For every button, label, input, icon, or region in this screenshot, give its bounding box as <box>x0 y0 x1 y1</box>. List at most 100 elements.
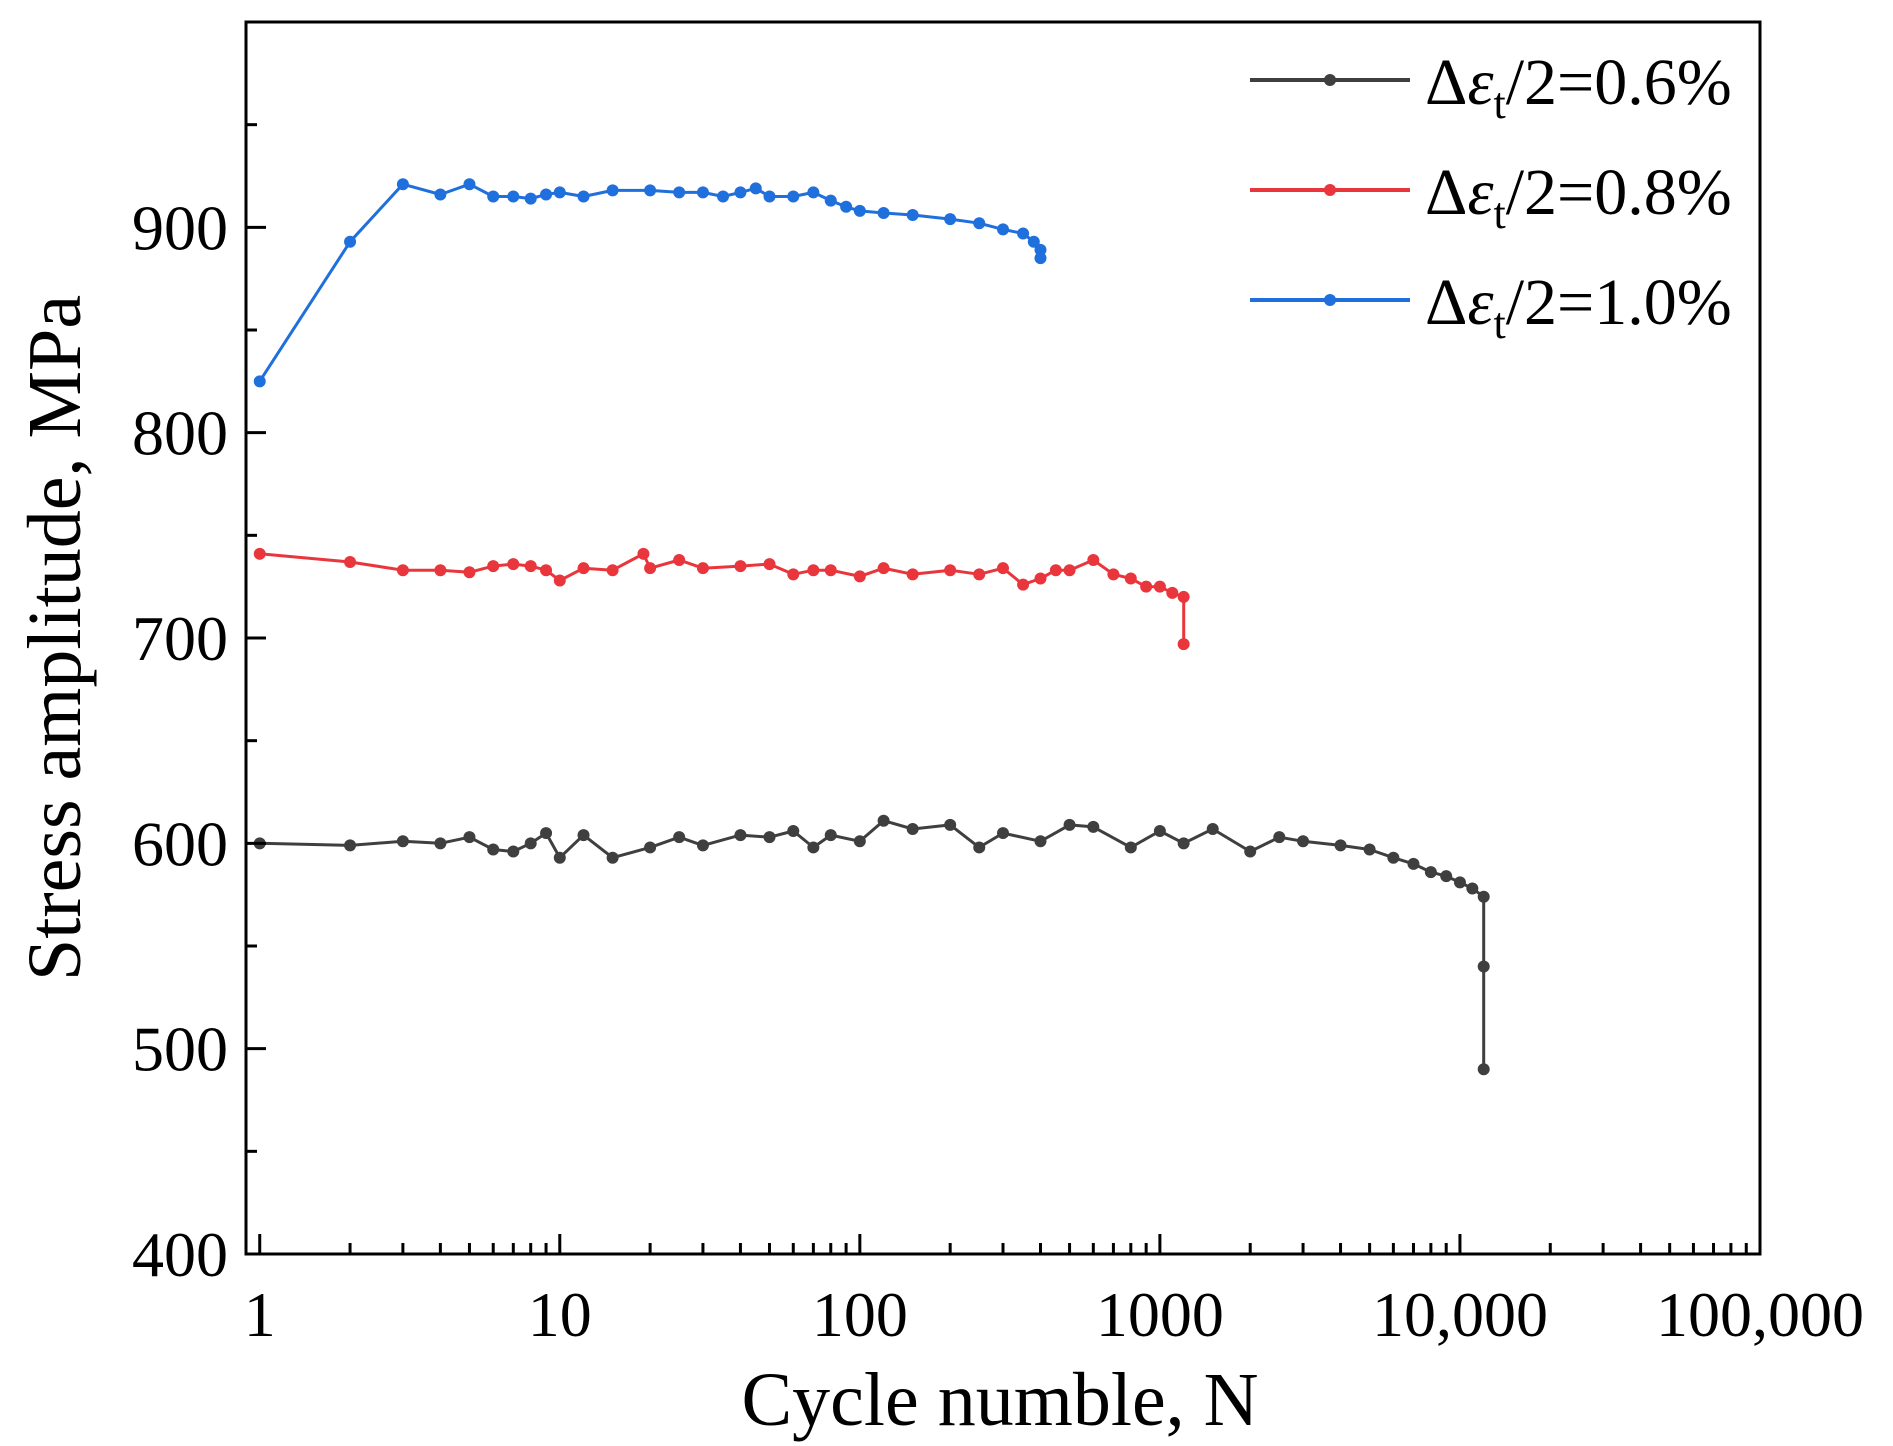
data-point <box>1017 578 1030 591</box>
data-point <box>1034 243 1047 256</box>
data-point <box>577 829 590 842</box>
legend-entry: Δεt/2=0.6% <box>1250 46 1732 128</box>
data-point <box>763 190 776 203</box>
legend: Δεt/2=0.6%Δεt/2=0.8%Δεt/2=1.0% <box>1250 46 1732 348</box>
data-point <box>524 560 537 573</box>
data-point <box>553 186 566 199</box>
data-point <box>807 564 820 577</box>
data-point <box>644 562 657 575</box>
data-point <box>673 186 686 199</box>
legend-suffix: /2=1.0% <box>1506 266 1732 339</box>
data-point <box>1124 572 1137 585</box>
series-line <box>258 182 1042 383</box>
data-point <box>853 204 866 217</box>
legend-epsilon: ε <box>1467 46 1493 119</box>
data-point <box>1477 960 1490 973</box>
data-point <box>507 845 520 858</box>
data-point <box>973 841 986 854</box>
data-point <box>807 841 820 854</box>
data-point <box>577 190 590 203</box>
data-point <box>696 839 709 852</box>
data-point <box>487 843 500 856</box>
data-point <box>1387 851 1400 864</box>
data-point <box>253 375 266 388</box>
data-point <box>396 178 409 191</box>
legend-delta: Δ <box>1425 46 1467 119</box>
x-tick-label: 1 <box>244 1279 276 1350</box>
data-point <box>1140 580 1153 593</box>
legend-delta: Δ <box>1425 266 1467 339</box>
data-layer <box>253 178 1490 1076</box>
data-point <box>696 562 709 575</box>
y-tick-label: 500 <box>132 1014 228 1085</box>
series-1 <box>253 547 1190 651</box>
y-tick-label: 700 <box>132 603 228 674</box>
legend-marker <box>1324 184 1336 196</box>
data-point <box>1034 572 1047 585</box>
legend-marker <box>1324 294 1336 306</box>
legend-marker <box>1324 74 1336 86</box>
data-point <box>807 186 820 199</box>
data-point <box>606 184 619 197</box>
data-point <box>906 568 919 581</box>
axes-layer: 400 500 600 700 800 900 1 10 100 1000 10,000 100,00… <box>132 20 1864 1350</box>
legend-suffix: /2=0.8% <box>1506 156 1732 229</box>
data-point <box>906 209 919 222</box>
y-axis-label: Stress amplitude, MPa <box>13 295 97 981</box>
legend-epsilon: ε <box>1467 156 1493 229</box>
data-point <box>1107 568 1120 581</box>
data-point <box>944 213 957 226</box>
data-point <box>1063 564 1076 577</box>
data-point <box>540 188 553 201</box>
data-point <box>487 190 500 203</box>
legend-epsilon: ε <box>1467 266 1493 339</box>
data-point <box>673 553 686 566</box>
x-axis-label: Cycle numble, N <box>741 1358 1258 1442</box>
data-point <box>944 818 957 831</box>
data-point <box>997 562 1009 575</box>
data-point <box>997 827 1009 840</box>
data-point <box>1244 845 1257 858</box>
data-point <box>396 835 409 848</box>
data-point <box>606 564 619 577</box>
data-point <box>463 178 476 191</box>
series-line <box>259 819 1486 1070</box>
data-point <box>463 831 476 844</box>
data-point <box>1153 825 1166 838</box>
data-point <box>673 831 686 844</box>
data-point <box>507 190 520 203</box>
data-point <box>1166 586 1179 599</box>
data-point <box>1177 837 1190 850</box>
data-point <box>434 188 447 201</box>
data-point <box>1273 831 1286 844</box>
series-0 <box>253 814 1490 1076</box>
data-point <box>906 822 919 835</box>
data-point <box>1453 876 1466 889</box>
data-point <box>1017 227 1030 240</box>
data-point <box>853 570 866 583</box>
data-point <box>1440 870 1453 883</box>
legend-suffix: /2=0.6% <box>1506 46 1732 119</box>
data-point <box>1153 580 1166 593</box>
y-tick-label: 900 <box>132 192 228 263</box>
data-point <box>787 568 800 581</box>
data-point <box>644 184 657 197</box>
data-point <box>1334 839 1347 852</box>
data-point <box>877 206 890 219</box>
data-point <box>997 223 1009 236</box>
data-point <box>734 829 747 842</box>
x-tick-label: 100,000 <box>1656 1279 1864 1350</box>
data-point <box>553 574 566 587</box>
data-point <box>540 827 553 840</box>
data-point <box>877 814 890 827</box>
data-point <box>487 560 500 573</box>
legend-label: Δεt/2=0.6% <box>1425 46 1732 128</box>
data-point <box>1027 235 1040 248</box>
legend-entry: Δεt/2=1.0% <box>1250 266 1732 348</box>
data-point <box>973 568 986 581</box>
x-tick-label: 10 <box>528 1279 592 1350</box>
legend-delta: Δ <box>1425 156 1467 229</box>
data-point <box>877 562 890 575</box>
series-2 <box>253 178 1047 388</box>
